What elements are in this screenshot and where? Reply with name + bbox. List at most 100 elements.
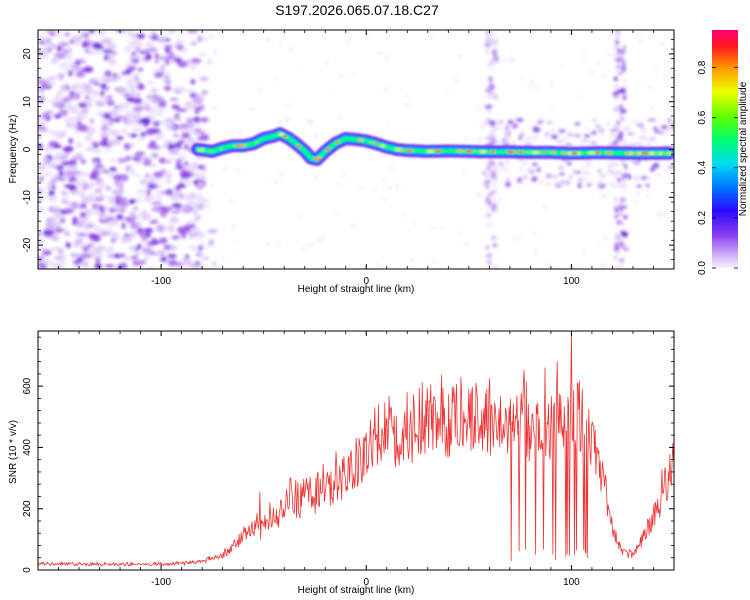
- noise-blob: [38, 175, 45, 183]
- noise-speck: [277, 120, 283, 124]
- noise-speck: [265, 37, 271, 42]
- noise-speck: [299, 215, 303, 219]
- noise-speck: [324, 60, 328, 65]
- noise-blob: [94, 262, 102, 269]
- noise-blob: [175, 39, 184, 46]
- noise-blob: [76, 124, 88, 132]
- noise-speck: [503, 59, 508, 63]
- ridge-hotspot: [537, 151, 545, 154]
- snr-ylabel: SNR (10 * v/v): [8, 420, 19, 484]
- noise-speck: [219, 256, 225, 259]
- ridge-halo-blob: [640, 176, 648, 180]
- noise-blob: [47, 195, 58, 203]
- noise-speck: [457, 53, 463, 58]
- stripe-blob: [616, 48, 622, 52]
- ridge-hotspot: [278, 133, 285, 136]
- noise-blob: [59, 218, 66, 224]
- noise-blob: [117, 104, 129, 110]
- noise-blob: [94, 90, 99, 97]
- noise-blob: [53, 31, 63, 36]
- stripe-blob: [614, 214, 619, 219]
- noise-blob: [135, 196, 143, 201]
- ridge-hotspot: [595, 151, 601, 155]
- noise-blob: [157, 34, 167, 41]
- noise-speck: [209, 183, 215, 186]
- noise-blob: [102, 118, 108, 126]
- noise-blob: [153, 112, 164, 116]
- ridge-halo-blob: [515, 118, 524, 122]
- stripe-blob: [488, 84, 496, 90]
- noise-speck: [289, 47, 293, 53]
- stripe-blob: [486, 93, 491, 100]
- ridge-halo-blob: [635, 180, 640, 183]
- noise-blob: [42, 263, 47, 269]
- noise-blob: [38, 232, 42, 236]
- noise-blob: [131, 113, 143, 119]
- noise-speck: [534, 250, 538, 255]
- noise-speck: [239, 129, 243, 134]
- noise-speck: [403, 103, 409, 107]
- noise-speck: [511, 115, 515, 119]
- ridge-halo-blob: [496, 120, 505, 124]
- noise-speck: [596, 62, 600, 66]
- ridge-halo-blob: [584, 127, 592, 130]
- ridge-halo-blob: [574, 122, 581, 126]
- noise-blob: [50, 32, 56, 37]
- noise-blob: [131, 52, 137, 56]
- stripe-blob: [616, 248, 620, 255]
- colorbar-ticks: 0.0 0.2 0.4 0.6 0.8: [697, 60, 738, 275]
- noise-blob: [38, 47, 46, 52]
- stripe-blob: [618, 71, 622, 76]
- stripe-blob: [484, 246, 490, 251]
- noise-speck: [390, 166, 396, 169]
- noise-blob: [94, 210, 102, 216]
- noise-blob: [61, 196, 70, 200]
- noise-speck: [320, 236, 326, 241]
- ridge-halo-blob: [572, 169, 577, 174]
- noise-speck: [403, 212, 406, 217]
- noise-blob: [140, 131, 146, 138]
- noise-blob: [85, 146, 95, 152]
- stripe-blob: [621, 65, 626, 73]
- noise-blob: [179, 155, 187, 160]
- snr-ytick-label: 200: [22, 500, 33, 517]
- ridge-halo-blob: [558, 165, 564, 170]
- noise-blob: [38, 135, 43, 139]
- snr-ytick-label: 400: [22, 439, 33, 456]
- noise-blob: [168, 30, 177, 33]
- ridge-hotspot: [394, 148, 402, 151]
- noise-blob: [100, 87, 111, 91]
- stripe-blob: [485, 185, 490, 189]
- noise-speck: [428, 35, 434, 39]
- noise-speck: [534, 86, 540, 89]
- noise-speck: [271, 176, 275, 179]
- noise-blob: [158, 228, 165, 233]
- noise-speck: [265, 241, 270, 246]
- stripe-blob: [486, 252, 493, 258]
- noise-blob: [149, 140, 157, 145]
- noise-blob: [108, 216, 114, 222]
- noise-blob: [190, 78, 196, 85]
- ridge-halo-blob: [544, 133, 550, 136]
- ridge-halo-blob: [558, 129, 566, 133]
- noise-blob: [144, 232, 152, 238]
- noise-speck: [235, 249, 238, 253]
- noise-speck: [606, 52, 609, 55]
- ridge-hotspot: [587, 151, 596, 155]
- stripe-blob: [622, 95, 627, 101]
- noise-blob: [136, 92, 141, 97]
- ridge-halo-blob: [659, 131, 664, 134]
- noise-blob: [128, 40, 137, 48]
- ridge-halo-blob: [545, 134, 550, 139]
- noise-blob: [120, 253, 126, 258]
- noise-blob: [119, 200, 129, 208]
- noise-blob: [38, 33, 45, 41]
- noise-blob: [101, 215, 107, 221]
- ridge-halo-blob: [574, 134, 580, 137]
- stripe-blob: [484, 174, 491, 180]
- stripe-blob: [620, 257, 624, 264]
- noise-blob: [95, 257, 101, 264]
- stripe-blob: [484, 88, 492, 93]
- noise-blob: [180, 183, 187, 188]
- ridge-hotspot: [551, 151, 556, 154]
